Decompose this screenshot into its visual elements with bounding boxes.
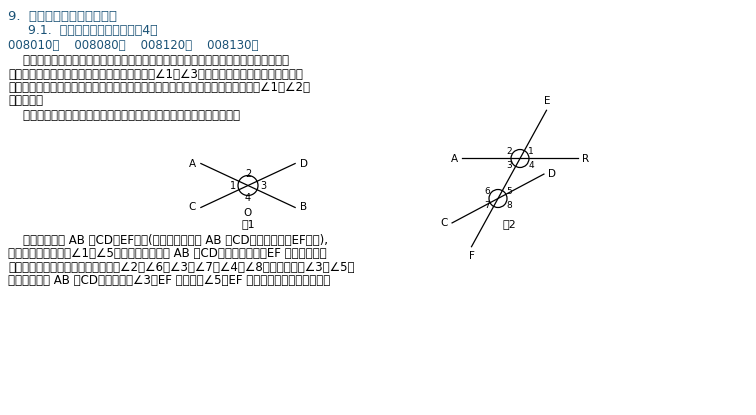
Text: 这样可以得到邻补角和对顶角的重要性质：邻补角互补，对顶角相等．: 这样可以得到邻补角和对顶角的重要性质：邻补角互补，对顶角相等．: [8, 109, 240, 122]
Text: 5: 5: [506, 188, 512, 196]
Text: 如图２，直线 AB 、CD与EF相交(或者说两条直线 AB 、CD被第三条直线EF所截),: 如图２，直线 AB 、CD与EF相交(或者说两条直线 AB 、CD被第三条直线E…: [8, 234, 328, 247]
Text: 1: 1: [230, 181, 236, 190]
Text: 9.1.  相交线（包含题目总数：4）: 9.1. 相交线（包含题目总数：4）: [28, 24, 157, 37]
Text: 9.  相交线、平行线（分类）: 9. 相交线、平行线（分类）: [8, 10, 117, 23]
Text: 1: 1: [528, 147, 534, 156]
Text: O: O: [244, 208, 252, 217]
Text: 这两个角都在 AB 、CD之间，并且∠3在EF 的左侧，∠5在EF 的右侧，像这样的角叫做内: 这两个角都在 AB 、CD之间，并且∠3在EF 的左侧，∠5在EF 的右侧，像这…: [8, 274, 330, 287]
Text: A: A: [451, 154, 458, 164]
Text: 7: 7: [484, 200, 490, 210]
Text: 但没有公共边的两个角叫做对顶角．如图１中的∠1与∠3就是对顶角．我们把两条直线相交: 但没有公共边的两个角叫做对顶角．如图１中的∠1与∠3就是对顶角．我们把两条直线相…: [8, 68, 303, 81]
Text: 6: 6: [484, 188, 490, 196]
Text: 图2: 图2: [502, 220, 516, 229]
Text: 所构成的四个角中，有公共顶点且有一条公共边的两个角叫做邻补角．如图１中的∠1与∠2就: 所构成的四个角中，有公共顶点且有一条公共边的两个角叫做邻补角．如图１中的∠1与∠…: [8, 81, 310, 94]
Text: R: R: [582, 154, 589, 164]
Text: D: D: [300, 159, 308, 168]
Text: F: F: [469, 251, 475, 261]
Text: A: A: [189, 159, 196, 168]
Text: 两条直线相交，可以得到四个角，我们把两条直线相交所构成的四个角中，有公共顶点: 两条直线相交，可以得到四个角，我们把两条直线相交所构成的四个角中，有公共顶点: [8, 54, 289, 67]
Text: 是邻补角．: 是邻补角．: [8, 95, 43, 107]
Text: 8: 8: [506, 200, 512, 210]
Text: 构成八个角．其中像∠1与∠5，这两个角分别在 AB 、CD的上方，并且在EF 的右侧，像这: 构成八个角．其中像∠1与∠5，这两个角分别在 AB 、CD的上方，并且在EF 的…: [8, 247, 327, 260]
Text: 008010；    008080；    008120；    008130；: 008010； 008080； 008120； 008130；: [8, 39, 259, 52]
Text: 4: 4: [528, 161, 534, 170]
Text: E: E: [544, 96, 551, 106]
Text: 3: 3: [260, 181, 266, 190]
Text: C: C: [441, 218, 448, 228]
Text: 3: 3: [506, 161, 512, 170]
Text: 4: 4: [245, 193, 251, 203]
Text: C: C: [188, 203, 196, 212]
Text: B: B: [300, 203, 307, 212]
Text: 2: 2: [507, 147, 512, 156]
Text: 图1: 图1: [241, 220, 255, 229]
Text: 2: 2: [245, 168, 251, 178]
Text: 样位置相同的一对角叫做同位角．如∠2与∠6，∠3与∠7，∠4与∠8都是同位角；∠3与∠5，: 样位置相同的一对角叫做同位角．如∠2与∠6，∠3与∠7，∠4与∠8都是同位角；∠…: [8, 261, 355, 273]
Text: D: D: [548, 169, 556, 179]
